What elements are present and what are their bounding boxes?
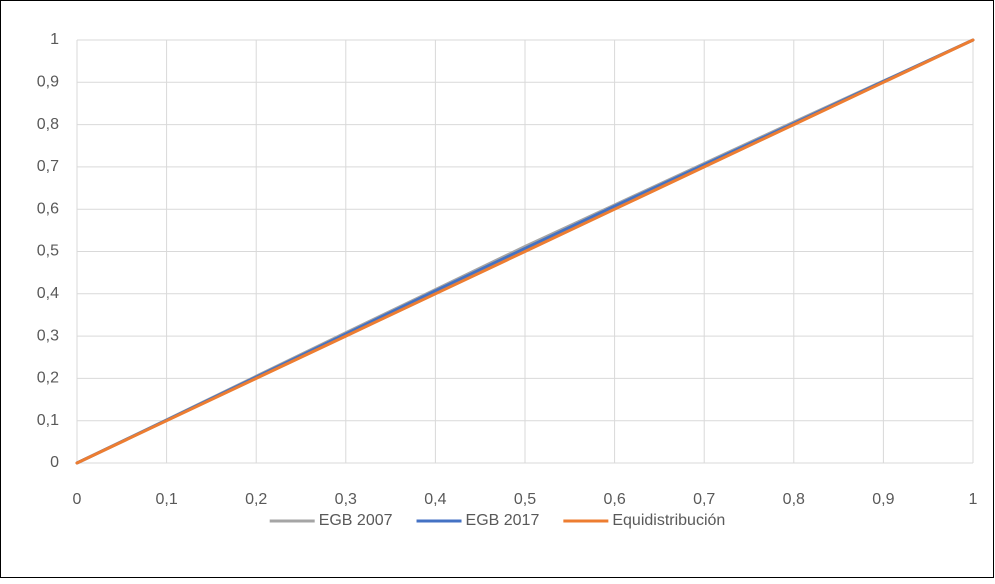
y-tick-label: 0 [50,454,59,471]
y-tick-label: 0,7 [37,158,59,175]
y-tick-label: 1 [50,31,59,48]
legend-label: Equidistribución [612,512,725,529]
y-tick-label: 0,4 [37,285,59,302]
series-line [75,38,975,465]
x-tick-label: 0 [73,491,82,508]
x-tick-label: 0,8 [783,491,805,508]
x-tick-label: 0,9 [872,491,894,508]
legend-label: EGB 2007 [319,512,393,529]
y-tick-label: 0,6 [37,200,59,217]
x-tick-label: 1 [969,491,978,508]
y-tick-label: 0,2 [37,370,59,387]
x-tick-label: 0,6 [603,491,625,508]
x-tick-label: 0,7 [693,491,715,508]
y-tick-label: 0,3 [37,327,59,344]
y-tick-label: 0,1 [37,412,59,429]
y-tick-label: 0,9 [37,74,59,91]
x-tick-label: 0,4 [424,491,446,508]
legend-label: EGB 2017 [466,512,540,529]
x-tick-label: 0,3 [335,491,357,508]
x-tick-label: 0,5 [514,491,536,508]
y-tick-label: 0,8 [37,116,59,133]
y-tick-label: 0,5 [37,243,59,260]
x-tick-label: 0,2 [245,491,267,508]
x-tick-label: 0,1 [155,491,177,508]
